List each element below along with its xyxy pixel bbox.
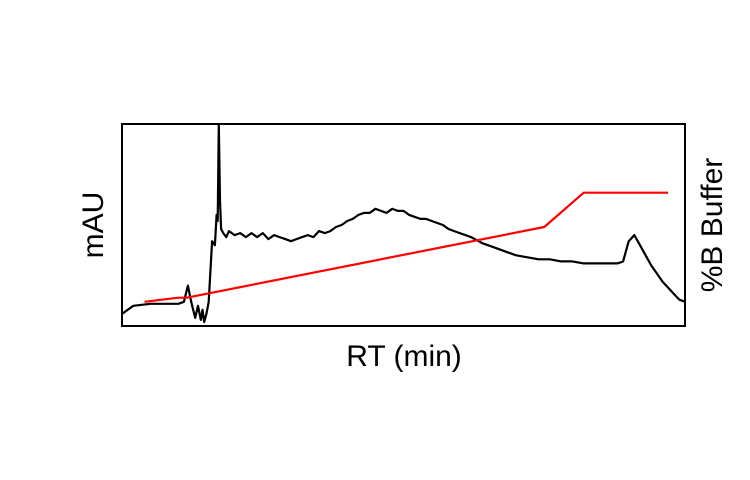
plot-frame	[121, 123, 686, 327]
buffer-gradient-line	[144, 191, 669, 303]
y2-axis-label: %B Buffer	[696, 158, 729, 293]
absorbance-trace	[121, 122, 686, 324]
x-axis-label: RT (min)	[346, 340, 462, 373]
y-axis-label: mAU	[77, 192, 110, 259]
